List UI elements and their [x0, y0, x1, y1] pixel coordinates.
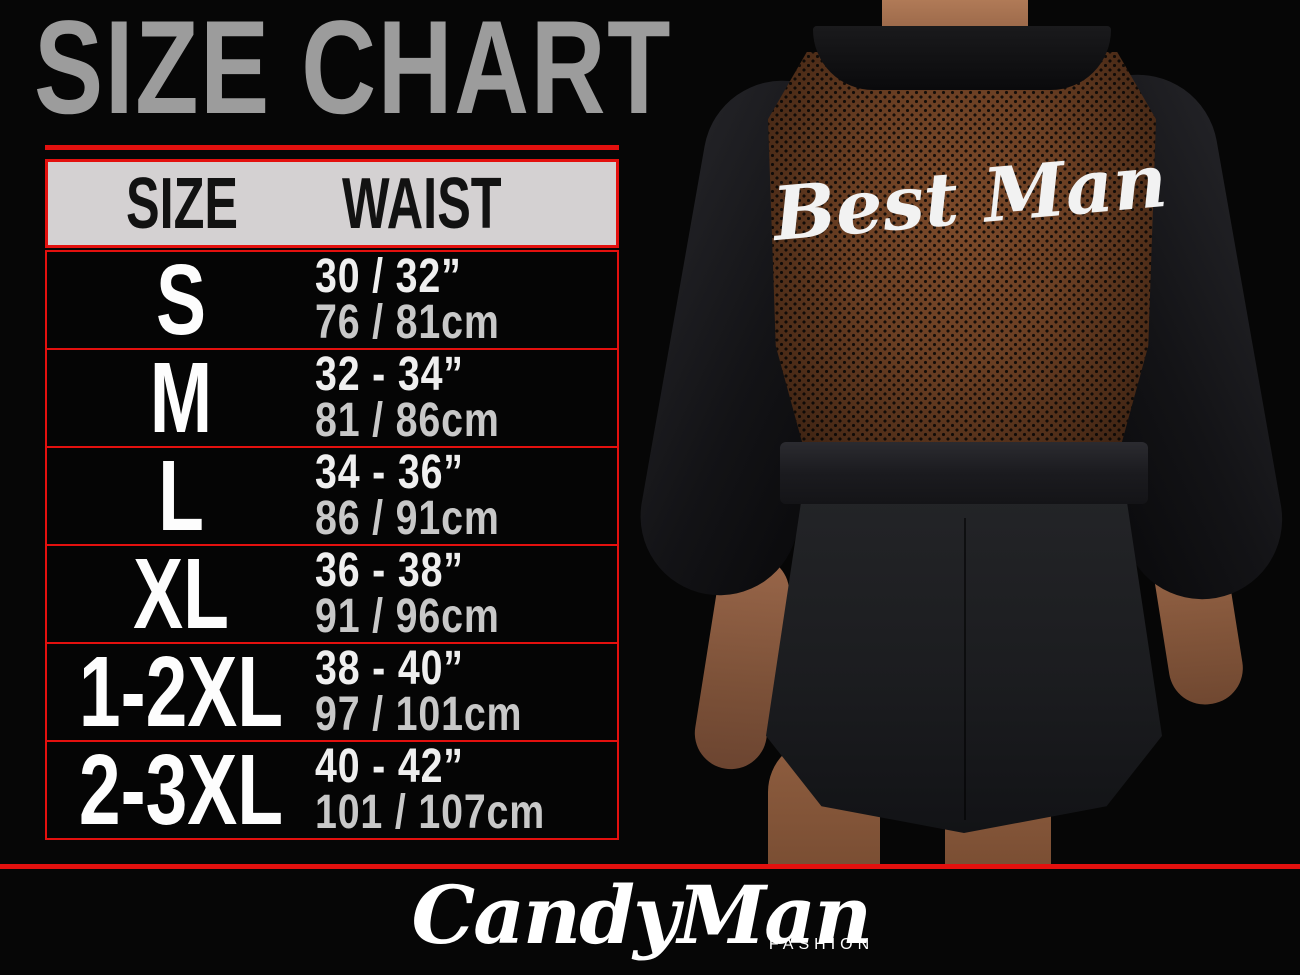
size-label: 1-2XL [78, 635, 284, 748]
page-title: SIZE CHART [34, 0, 673, 142]
robe-belt [780, 442, 1148, 504]
table-row: L 34 - 36” 86 / 91cm [45, 439, 619, 552]
table-row: M 32 - 34” 81 / 86cm [45, 341, 619, 454]
size-label: L [158, 439, 204, 552]
title-underline [45, 145, 619, 150]
waist-cell: 30 / 32” 76 / 81cm [315, 252, 617, 348]
table-row: 2-3XL 40 - 42” 101 / 107cm [45, 733, 619, 846]
size-label: XL [133, 537, 229, 650]
size-table-header: SIZE WAIST [45, 159, 619, 248]
waist-cell: 40 - 42” 101 / 107cm [315, 742, 617, 838]
robe-skirt [766, 498, 1162, 833]
waist-centimeters: 91 / 96cm [315, 590, 500, 643]
size-table-rows: S 30 / 32” 76 / 81cm M 32 - 34” 81 / 86c… [45, 243, 619, 846]
waist-cell: 36 - 38” 91 / 96cm [315, 546, 617, 642]
header-cell-waist: WAIST [316, 163, 616, 245]
brand-name: CandyMan [411, 868, 872, 962]
footer-divider-line [0, 864, 1300, 869]
waist-cell: 38 - 40” 97 / 101cm [315, 644, 617, 740]
robe-skirt-seam [964, 518, 966, 820]
header-label-size: SIZE [125, 163, 239, 244]
waist-inches: 40 - 42” [315, 740, 464, 793]
table-row: 1-2XL 38 - 40” 97 / 101cm [45, 635, 619, 748]
waist-inches: 32 - 34” [315, 348, 464, 401]
waist-centimeters: 76 / 81cm [315, 296, 500, 349]
footer: CandyMan FASHION [0, 869, 1300, 975]
robe-collar [813, 26, 1111, 90]
waist-inches: 36 - 38” [315, 544, 464, 597]
waist-inches: 34 - 36” [315, 446, 464, 499]
size-table: SIZE WAIST S 30 / 32” 76 / 81cm M 32 - 3… [45, 159, 619, 846]
waist-inches: 30 / 32” [315, 250, 462, 303]
size-label: S [155, 243, 207, 356]
table-row: XL 36 - 38” 91 / 96cm [45, 537, 619, 650]
size-label: M [149, 341, 213, 454]
waist-centimeters: 81 / 86cm [315, 394, 500, 447]
product-photo: Best Man [620, 0, 1300, 866]
waist-centimeters: 86 / 91cm [315, 492, 500, 545]
table-row: S 30 / 32” 76 / 81cm [45, 243, 619, 356]
waist-centimeters: 101 / 107cm [315, 786, 546, 839]
waist-inches: 38 - 40” [315, 642, 464, 695]
waist-cell: 34 - 36” 86 / 91cm [315, 448, 617, 544]
brand-logo: CandyMan FASHION [411, 868, 872, 962]
header-label-waist: WAIST [342, 163, 502, 244]
brand-subtitle: FASHION [768, 936, 875, 953]
size-label: 2-3XL [78, 733, 284, 846]
waist-cell: 32 - 34” 81 / 86cm [315, 350, 617, 446]
waist-centimeters: 97 / 101cm [315, 688, 523, 741]
robe-mesh-back-panel [768, 52, 1156, 472]
header-cell-size: SIZE [48, 163, 316, 245]
